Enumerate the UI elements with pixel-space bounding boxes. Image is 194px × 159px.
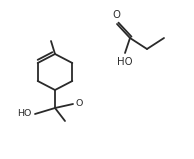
- Text: O: O: [76, 100, 83, 108]
- Text: O: O: [112, 10, 120, 20]
- Text: HO: HO: [117, 57, 133, 67]
- Text: HO: HO: [18, 110, 32, 118]
